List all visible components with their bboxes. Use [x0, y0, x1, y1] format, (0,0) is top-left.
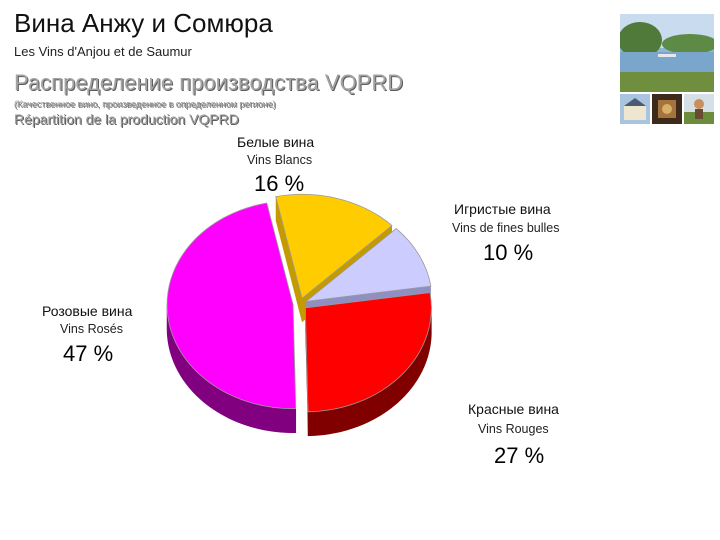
label-bulles-fr: Vins de fines bulles — [452, 221, 560, 235]
photo-collage — [620, 14, 714, 124]
cellar-photo — [652, 94, 682, 124]
castle-photo — [620, 94, 650, 124]
page-title: Вина Анжу и Сомюра — [14, 8, 273, 38]
vineyard-photo — [684, 94, 714, 124]
pie-slice-blancs — [275, 193, 393, 300]
pie-slice-roses — [166, 202, 297, 410]
page-subtitle: Les Vins d'Anjou et de Saumur — [14, 44, 192, 59]
label-roses-ru: Розовые вина — [42, 303, 133, 319]
lake-photo — [620, 14, 714, 92]
section-title-fr: Répartition de la production VQPRD — [14, 111, 239, 127]
label-rouges-pct: 27 % — [494, 443, 545, 468]
pie-slice-rouges — [304, 292, 432, 413]
pie-cut-blancs-0 — [275, 196, 303, 323]
label-bulles-pct: 10 % — [483, 240, 534, 265]
section-title: Распределение производства VQPRD — [14, 70, 404, 95]
label-roses-pct: 47 % — [63, 341, 114, 366]
label-bulles-ru: Игристые вина — [454, 201, 551, 217]
label-roses-fr: Vins Rosés — [60, 322, 123, 336]
label-blancs-ru: Белые вина — [237, 134, 315, 150]
label-blancs-fr: Vins Blancs — [247, 153, 313, 167]
section-note: (Качественное вино, произведенное в опре… — [14, 99, 276, 109]
label-rouges-fr: Vins Rouges — [478, 422, 549, 436]
pie-slice-bulles — [304, 228, 432, 302]
label-rouges-ru: Красные вина — [468, 401, 559, 417]
label-blancs-pct: 16 % — [254, 171, 305, 196]
